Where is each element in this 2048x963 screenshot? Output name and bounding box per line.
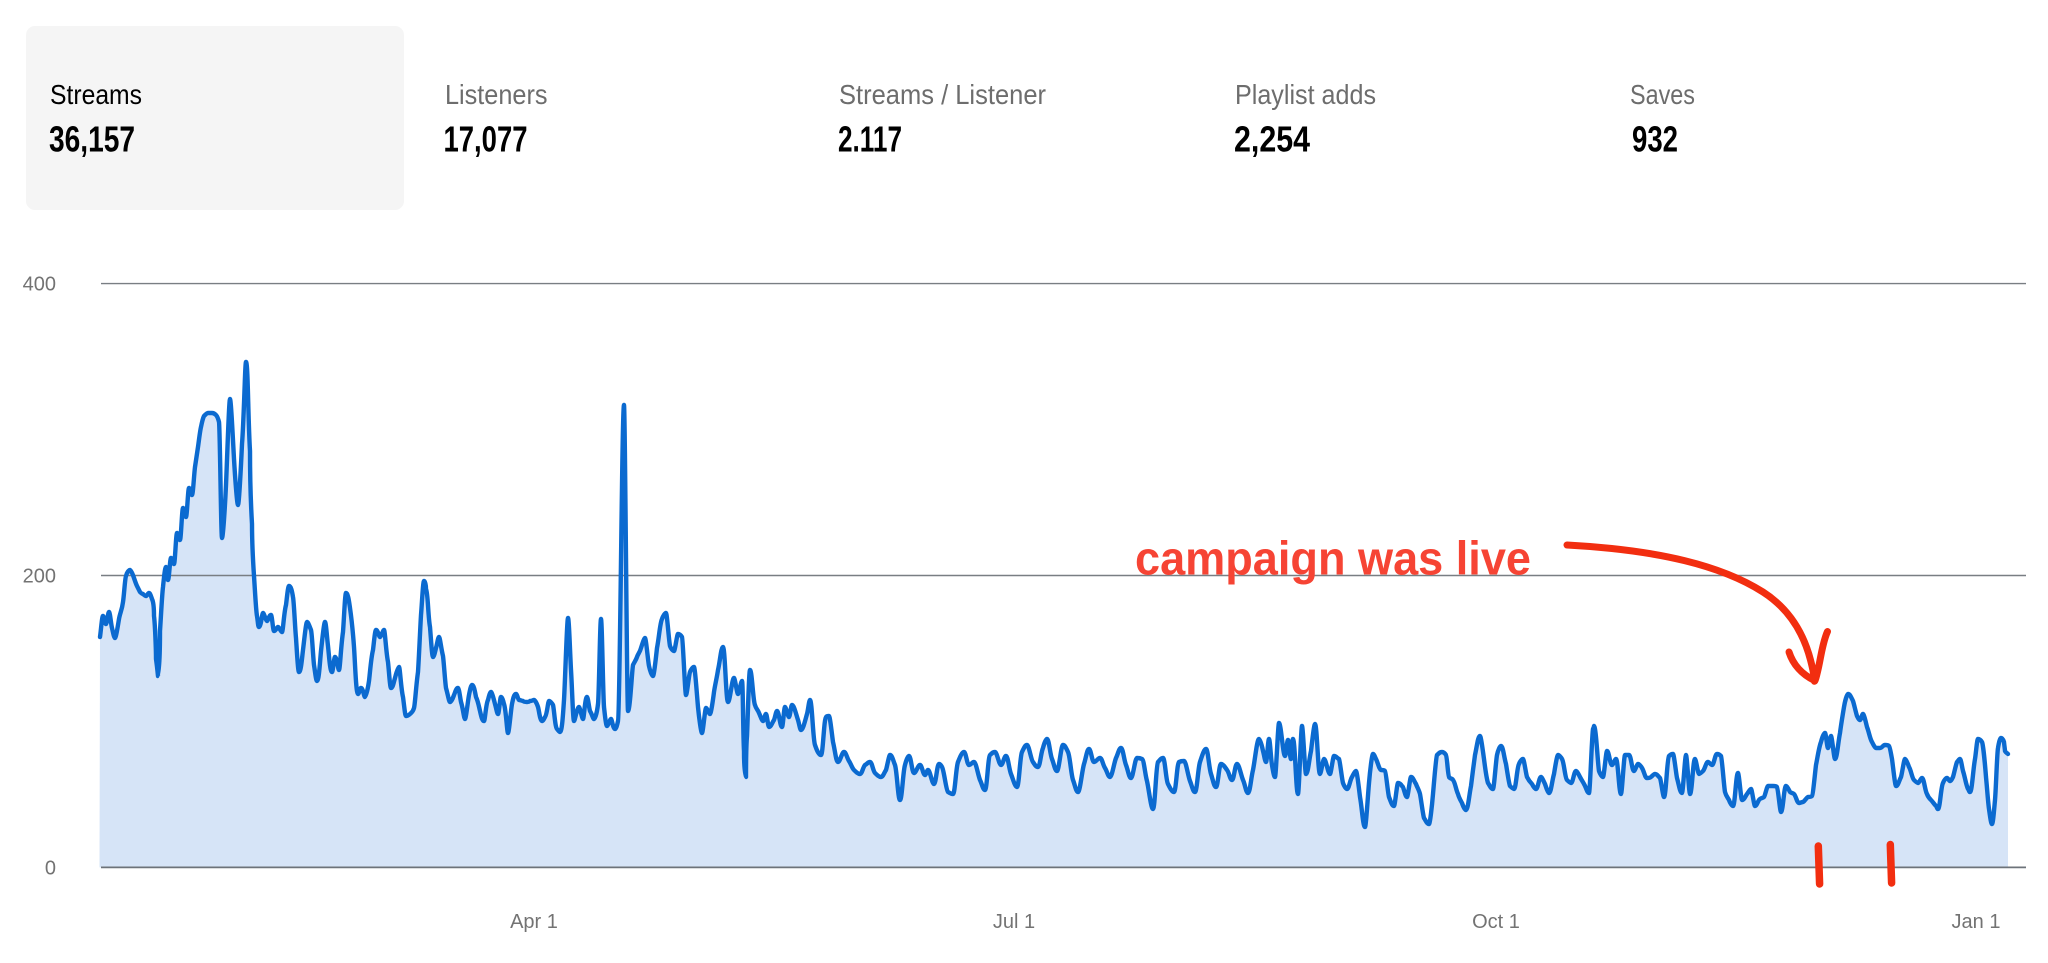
svg-text:17,077: 17,077 — [444, 119, 528, 160]
svg-text:Oct 1: Oct 1 — [1472, 911, 1520, 933]
svg-text:Listeners: Listeners — [445, 79, 548, 110]
svg-text:932: 932 — [1632, 119, 1678, 160]
svg-text:0: 0 — [45, 857, 56, 879]
svg-text:36,157: 36,157 — [49, 119, 135, 160]
svg-text:400: 400 — [23, 274, 56, 296]
svg-text:2.117: 2.117 — [838, 119, 902, 160]
svg-text:Streams: Streams — [50, 79, 142, 110]
svg-text:campaign was live: campaign was live — [1135, 532, 1531, 585]
svg-text:Jan 1: Jan 1 — [1952, 911, 2001, 933]
svg-text:Jul 1: Jul 1 — [993, 911, 1035, 933]
svg-text:Saves: Saves — [1630, 79, 1695, 110]
svg-text:Playlist adds: Playlist adds — [1235, 79, 1376, 110]
svg-text:Apr 1: Apr 1 — [510, 911, 558, 933]
svg-text:2,254: 2,254 — [1234, 119, 1310, 160]
svg-text:200: 200 — [23, 566, 56, 588]
svg-text:Streams / Listener: Streams / Listener — [839, 79, 1046, 110]
